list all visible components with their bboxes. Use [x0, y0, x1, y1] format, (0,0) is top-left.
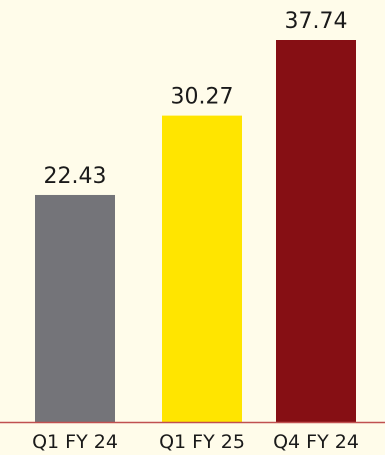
data-label-0: 22.43	[44, 164, 107, 189]
bar-1	[162, 115, 242, 422]
bars-layer	[35, 40, 356, 422]
bar-0	[35, 194, 115, 422]
data-label-1: 30.27	[171, 85, 234, 110]
bar-2	[276, 40, 356, 422]
category-label-0: Q1 FY 24	[32, 431, 118, 453]
data-label-2: 37.74	[285, 9, 348, 34]
category-label-1: Q1 FY 25	[159, 431, 245, 453]
category-label-2: Q4 FY 24	[273, 431, 359, 453]
labels-layer: 22.43 Q1 FY 24 30.27 Q1 FY 25 37.74 Q4 FY 24	[32, 9, 359, 453]
